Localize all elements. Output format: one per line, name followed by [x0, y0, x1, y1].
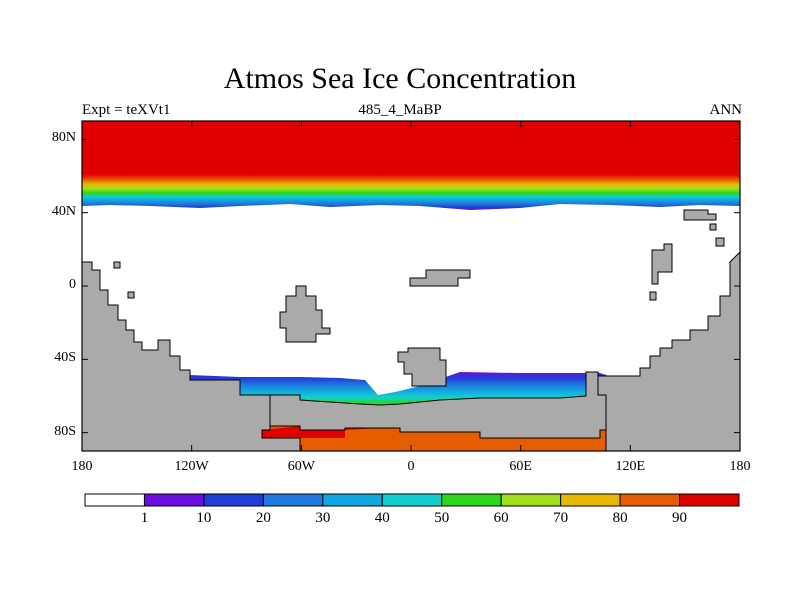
lon-tick-label: 120W — [174, 459, 209, 474]
land-island-dot-5 — [649, 291, 657, 301]
colorbar-swatch — [262, 493, 324, 507]
land-island-ne — [683, 209, 717, 221]
lat-tick-label: 40S — [54, 350, 76, 366]
land-island-far-east — [651, 243, 673, 285]
season-label: ANN — [709, 102, 743, 118]
chart-title: Atmos Sea Ice Concentration — [223, 62, 577, 95]
colorbar-label: 50 — [434, 510, 450, 526]
colorbar-label: 70 — [553, 510, 569, 526]
land-island-dot-4 — [127, 291, 135, 299]
colorbar-swatch — [500, 493, 562, 507]
colorbar-label: 10 — [196, 510, 212, 526]
colorbar-swatch — [381, 493, 443, 507]
colorbar-swatch — [84, 493, 145, 507]
experiment-label: Expt = teXVt1 — [82, 102, 171, 118]
colorbar-label: 60 — [493, 510, 509, 526]
lon-tick-label: 60E — [509, 459, 532, 474]
colorbar-label: 30 — [315, 510, 331, 526]
lon-tick-label: 120E — [615, 459, 646, 474]
lat-tick-label: 40N — [51, 203, 76, 219]
colorbar-swatch — [679, 493, 740, 507]
colorbar-label: 1 — [140, 510, 149, 526]
colorbar — [84, 493, 740, 507]
colorbar-swatch — [203, 493, 264, 507]
lon-tick-label: 60W — [287, 459, 315, 474]
colorbar-swatch — [322, 493, 383, 507]
colorbar-label: 80 — [612, 510, 628, 526]
colorbar-label: 40 — [374, 510, 390, 526]
lon-tick-label: 180 — [71, 459, 93, 474]
land-east — [597, 251, 740, 451]
colorbar-label: 20 — [255, 510, 271, 526]
colorbar-swatch — [619, 493, 681, 507]
land-island-south-atlantic — [397, 347, 447, 387]
lat-tick-label: 80S — [54, 423, 76, 439]
lat-tick-label: 80N — [51, 130, 76, 146]
lon-tick-label: 0 — [407, 459, 415, 474]
lat-tick-label: 0 — [69, 277, 76, 292]
experiment-subtitle: 485_4_MaBP — [358, 102, 442, 118]
land-island-dot-1 — [715, 237, 725, 247]
land-island-dot-2 — [709, 223, 717, 231]
land-island-dot-3 — [113, 261, 121, 269]
arctic-ice-band — [82, 121, 740, 210]
colorbar-swatch — [143, 493, 205, 507]
land-west — [82, 261, 301, 451]
lon-tick-label: 180 — [729, 459, 751, 474]
colorbar-swatch — [560, 493, 621, 507]
land-island-north — [409, 269, 471, 287]
land-island-mid — [279, 285, 331, 343]
colorbar-swatch — [441, 493, 502, 507]
colorbar-label: 90 — [672, 510, 688, 526]
